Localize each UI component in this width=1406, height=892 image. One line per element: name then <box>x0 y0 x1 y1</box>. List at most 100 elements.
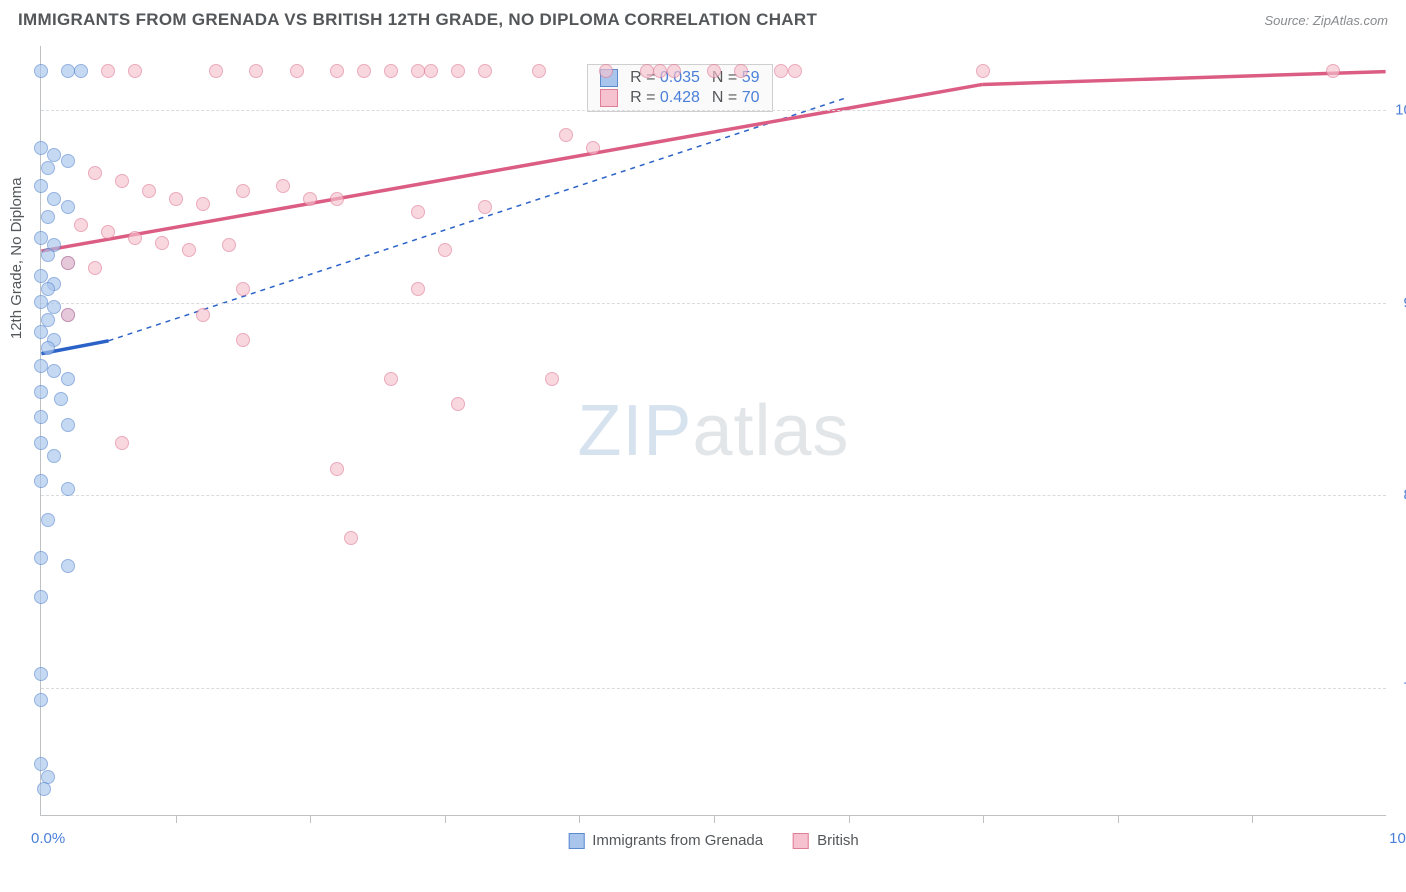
data-point <box>774 64 788 78</box>
x-tick <box>849 815 850 823</box>
data-point <box>34 667 48 681</box>
data-point <box>41 282 55 296</box>
scatter-plot-area: ZIPatlas R = 0.035N = 59R = 0.428N = 70 … <box>40 46 1386 816</box>
data-point <box>54 392 68 406</box>
data-point <box>734 64 748 78</box>
data-point <box>707 64 721 78</box>
gridline <box>41 688 1386 689</box>
data-point <box>37 782 51 796</box>
data-point <box>61 154 75 168</box>
data-point <box>61 372 75 386</box>
x-axis-max-label: 100.0% <box>1389 830 1406 847</box>
data-point <box>34 295 48 309</box>
x-tick <box>310 815 311 823</box>
data-point <box>41 161 55 175</box>
data-point <box>357 64 371 78</box>
data-point <box>74 64 88 78</box>
data-point <box>34 693 48 707</box>
data-point <box>249 64 263 78</box>
data-point <box>411 205 425 219</box>
stats-swatch <box>600 89 618 107</box>
x-tick <box>1118 815 1119 823</box>
data-point <box>478 64 492 78</box>
data-point <box>61 308 75 322</box>
stat-r-label: R = 0.428 <box>630 89 700 107</box>
x-tick <box>983 815 984 823</box>
gridline <box>41 303 1386 304</box>
data-point <box>330 462 344 476</box>
data-point <box>34 385 48 399</box>
data-point <box>451 397 465 411</box>
gridline <box>41 110 1386 111</box>
data-point <box>222 238 236 252</box>
data-point <box>384 64 398 78</box>
stats-row: R = 0.428 N = 70 <box>600 89 759 107</box>
x-axis-min-label: 0.0% <box>31 830 65 847</box>
data-point <box>330 192 344 206</box>
data-point <box>47 300 61 314</box>
data-point <box>788 64 802 78</box>
watermark: ZIPatlas <box>577 390 849 472</box>
legend-swatch <box>793 833 809 849</box>
data-point <box>545 372 559 386</box>
x-tick <box>714 815 715 823</box>
data-point <box>47 449 61 463</box>
data-point <box>411 282 425 296</box>
data-point <box>34 325 48 339</box>
data-point <box>34 474 48 488</box>
data-point <box>41 341 55 355</box>
data-point <box>47 192 61 206</box>
legend-item: British <box>793 832 859 849</box>
data-point <box>303 192 317 206</box>
data-point <box>276 179 290 193</box>
y-axis-title: 12th Grade, No Diploma <box>8 177 25 339</box>
data-point <box>34 410 48 424</box>
data-point <box>599 64 613 78</box>
data-point <box>34 231 48 245</box>
data-point <box>61 482 75 496</box>
x-tick <box>579 815 580 823</box>
data-point <box>88 166 102 180</box>
data-point <box>41 210 55 224</box>
data-point <box>559 128 573 142</box>
data-point <box>478 200 492 214</box>
legend-label: British <box>817 832 859 849</box>
data-point <box>101 225 115 239</box>
data-point <box>236 333 250 347</box>
x-tick <box>445 815 446 823</box>
data-point <box>61 256 75 270</box>
legend-label: Immigrants from Grenada <box>592 832 763 849</box>
data-point <box>34 141 48 155</box>
data-point <box>438 243 452 257</box>
data-point <box>640 64 654 78</box>
data-point <box>41 313 55 327</box>
data-point <box>34 179 48 193</box>
data-point <box>290 64 304 78</box>
data-point <box>41 248 55 262</box>
data-point <box>115 436 129 450</box>
data-point <box>142 184 156 198</box>
trend-lines-layer <box>41 46 1386 815</box>
data-point <box>424 64 438 78</box>
data-point <box>34 269 48 283</box>
data-point <box>34 551 48 565</box>
data-point <box>196 197 210 211</box>
data-point <box>196 308 210 322</box>
data-point <box>47 364 61 378</box>
data-point <box>976 64 990 78</box>
data-point <box>61 64 75 78</box>
data-point <box>667 64 681 78</box>
data-point <box>330 64 344 78</box>
data-point <box>47 148 61 162</box>
chart-title: IMMIGRANTS FROM GRENADA VS BRITISH 12TH … <box>18 10 817 30</box>
data-point <box>182 243 196 257</box>
data-point <box>384 372 398 386</box>
data-point <box>236 184 250 198</box>
data-point <box>1326 64 1340 78</box>
source-attribution: Source: ZipAtlas.com <box>1264 13 1388 28</box>
data-point <box>61 418 75 432</box>
data-point <box>236 282 250 296</box>
stat-n-label: N = 70 <box>712 89 760 107</box>
data-point <box>88 261 102 275</box>
data-point <box>169 192 183 206</box>
